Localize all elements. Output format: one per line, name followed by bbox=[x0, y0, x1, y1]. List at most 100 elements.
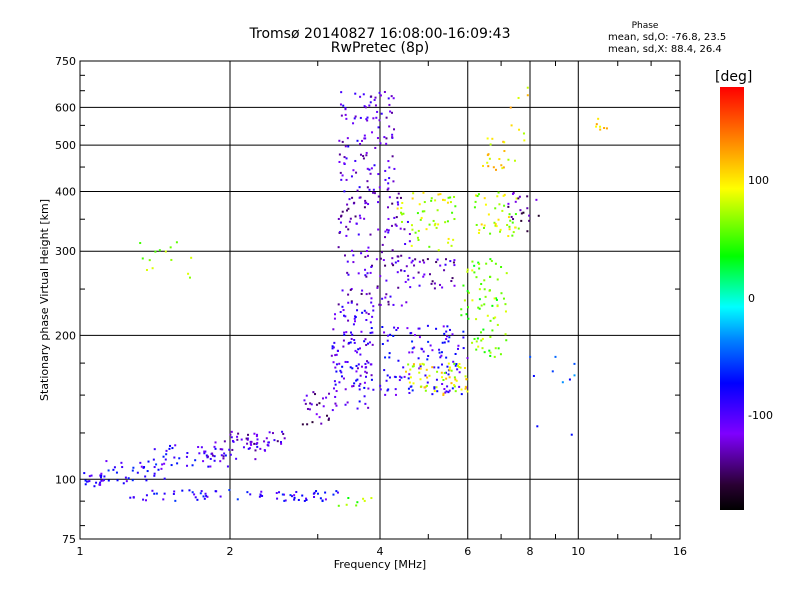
echo-point bbox=[372, 388, 375, 391]
echo-point bbox=[438, 283, 441, 286]
echo-point bbox=[338, 160, 341, 163]
echo-point bbox=[393, 326, 396, 329]
echo-point bbox=[336, 349, 339, 352]
echo-point bbox=[112, 468, 115, 471]
echo-point bbox=[325, 396, 328, 399]
echo-point bbox=[408, 391, 411, 394]
echo-point bbox=[334, 402, 337, 405]
echo-point bbox=[105, 460, 108, 463]
echo-point bbox=[342, 309, 345, 312]
echo-point bbox=[100, 472, 103, 475]
echo-point bbox=[334, 313, 337, 316]
chart-title: Tromsø 20140827 16:08:00-16:09:43 bbox=[249, 26, 511, 42]
echo-point bbox=[507, 235, 510, 238]
echo-point bbox=[504, 333, 507, 336]
echo-point bbox=[517, 197, 520, 200]
echo-point bbox=[144, 475, 147, 478]
echo-point bbox=[374, 96, 377, 99]
echo-point bbox=[398, 375, 401, 378]
echo-point bbox=[100, 474, 103, 477]
echo-point bbox=[413, 346, 416, 349]
echo-point bbox=[433, 224, 436, 227]
echo-point bbox=[371, 131, 374, 134]
echo-point bbox=[365, 154, 368, 157]
echo-point bbox=[196, 498, 199, 501]
echo-point bbox=[438, 348, 441, 351]
echo-point bbox=[279, 441, 282, 444]
echo-point bbox=[491, 137, 494, 140]
echo-point bbox=[393, 128, 396, 131]
echo-point bbox=[528, 214, 531, 217]
echo-point bbox=[520, 219, 523, 222]
echo-point bbox=[363, 206, 366, 209]
echo-point bbox=[444, 263, 447, 266]
echo-point bbox=[369, 331, 372, 334]
echo-point bbox=[410, 261, 413, 264]
echo-point bbox=[334, 366, 337, 369]
echo-point bbox=[392, 180, 395, 183]
echo-point bbox=[387, 303, 390, 306]
echo-point bbox=[340, 371, 343, 374]
echo-point bbox=[376, 286, 379, 289]
echo-point bbox=[230, 436, 233, 439]
echo-point bbox=[377, 173, 380, 176]
echo-point bbox=[486, 137, 489, 140]
echo-point bbox=[396, 207, 399, 210]
echo-point bbox=[489, 275, 492, 278]
echo-point bbox=[471, 299, 474, 302]
echo-point bbox=[351, 367, 354, 370]
echo-point bbox=[385, 142, 388, 145]
echo-point bbox=[332, 346, 335, 349]
echo-point bbox=[370, 297, 373, 300]
echo-point bbox=[157, 468, 160, 471]
echo-point bbox=[447, 241, 450, 244]
echo-point bbox=[453, 362, 456, 365]
echo-point bbox=[426, 358, 429, 361]
echo-point bbox=[384, 236, 387, 239]
echo-point bbox=[345, 503, 348, 506]
echo-point bbox=[115, 471, 118, 474]
echo-point bbox=[462, 336, 465, 339]
echo-point bbox=[354, 215, 357, 218]
echo-point bbox=[523, 139, 526, 142]
echo-point bbox=[508, 225, 511, 228]
echo-point bbox=[169, 246, 172, 249]
echo-point bbox=[439, 193, 442, 196]
echo-point bbox=[383, 136, 386, 139]
echo-point bbox=[410, 224, 413, 227]
echo-point bbox=[231, 448, 234, 451]
echo-point bbox=[359, 353, 362, 356]
echo-point bbox=[84, 483, 87, 486]
echo-point bbox=[267, 444, 270, 447]
echo-point bbox=[480, 304, 483, 307]
echo-point bbox=[440, 354, 443, 357]
echo-point bbox=[418, 203, 421, 206]
echo-point bbox=[364, 137, 367, 140]
echo-point bbox=[359, 116, 362, 119]
echo-point bbox=[343, 331, 346, 334]
echo-point bbox=[353, 317, 356, 320]
echo-point bbox=[436, 370, 439, 373]
echo-point bbox=[384, 230, 387, 233]
echo-point bbox=[358, 388, 361, 391]
echo-point bbox=[354, 159, 357, 162]
echo-point bbox=[494, 347, 497, 350]
echo-point bbox=[441, 376, 444, 379]
echo-point bbox=[434, 199, 437, 202]
echo-point bbox=[366, 116, 369, 119]
echo-point bbox=[496, 323, 499, 326]
echo-point bbox=[389, 110, 392, 113]
echo-point bbox=[450, 369, 453, 372]
echo-point bbox=[236, 435, 239, 438]
echo-point bbox=[162, 455, 165, 458]
echo-point bbox=[418, 371, 421, 374]
echo-point bbox=[454, 352, 457, 355]
echo-point bbox=[356, 309, 359, 312]
echo-point bbox=[370, 327, 373, 330]
echo-point bbox=[207, 465, 210, 468]
echo-point bbox=[441, 286, 444, 289]
echo-point bbox=[443, 199, 446, 202]
echo-point bbox=[433, 390, 436, 393]
echo-point bbox=[352, 254, 355, 257]
echo-point bbox=[164, 250, 167, 253]
